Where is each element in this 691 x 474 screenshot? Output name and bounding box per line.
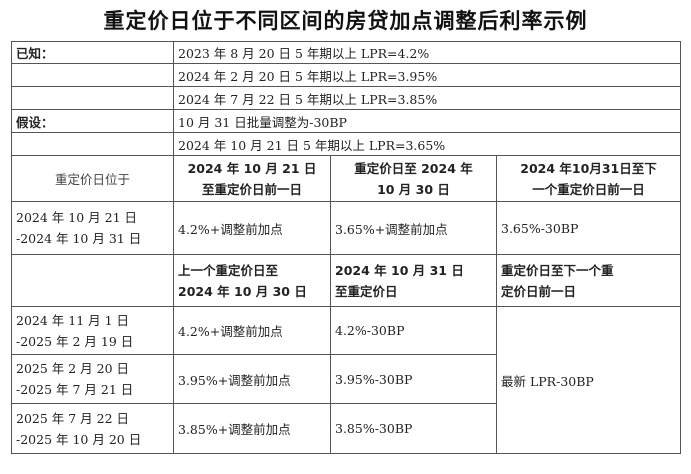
table2-merged-cell: 最新 LPR-30BP xyxy=(495,306,682,454)
table2-header-row: 上一个重定价日至 2024 年 10 月 30 日 2024 年 10 月 31… xyxy=(11,254,682,307)
assume-label: 假设： xyxy=(11,109,174,133)
table2-period-cell-1: 2024 年 11 月 1 日 -2025 年 2 月 19 日 xyxy=(11,306,174,355)
known-row-2: 2024 年 2 月 20 日 5 年期以上 LPR=3.95% xyxy=(11,63,682,87)
assume-row-1: 假设： 10 月 31 日批量调整为-30BP xyxy=(11,109,682,133)
document-title: 重定价日位于不同区间的房贷加点调整后利率示例 xyxy=(103,9,588,33)
known-label: 已知： xyxy=(11,41,174,64)
known-row-1: 已知： 2023 年 8 月 20 日 5 年期以上 LPR=4.2% xyxy=(11,41,682,64)
table2-row1-cell-1: 4.2%+调整前加点 xyxy=(173,306,331,355)
table1-header-col3: 2024 年10月31日至下 一个重定价日前一日 xyxy=(495,155,682,202)
table1-cell-1: 4.2%+调整前加点 xyxy=(173,201,331,255)
table2-header-col2: 2024 年 10 月 31 日 至重定价日 xyxy=(330,254,497,307)
table1-header-row: 重定价日位于 2024 年 10 月 21 日 至重定价日前一日 重定价日至 2… xyxy=(11,155,682,202)
known-line-1: 2023 年 8 月 20 日 5 年期以上 LPR=4.2% xyxy=(172,41,682,64)
table2-header-col3: 重定价日至下一个重 定价日前一日 xyxy=(495,254,682,307)
known-line-2: 2024 年 2 月 20 日 5 年期以上 LPR=3.95% xyxy=(172,63,682,87)
table1-data-row: 2024 年 10 月 21 日 -2024 年 10 月 31 日 4.2%+… xyxy=(11,201,682,255)
table2-row3-cell-1: 3.85%+调整前加点 xyxy=(173,403,331,454)
known-line-3: 2024 年 7 月 22 日 5 年期以上 LPR=3.85% xyxy=(172,86,682,110)
table2-row1-cell-2: 4.2%-30BP xyxy=(330,306,497,355)
assume-row-2: 2024 年 10 月 21 日 5 年期以上 LPR=3.65% xyxy=(11,132,682,156)
known-row-3: 2024 年 7 月 22 日 5 年期以上 LPR=3.85% xyxy=(11,86,682,110)
table1-cell-3: 3.65%-30BP xyxy=(495,201,682,255)
table2-row-1: 2024 年 11 月 1 日 -2025 年 2 月 19 日 4.2%+调整… xyxy=(11,306,682,454)
assume-line-2: 2024 年 10 月 21 日 5 年期以上 LPR=3.65% xyxy=(172,132,682,156)
assume-line-1: 10 月 31 日批量调整为-30BP xyxy=(172,109,682,133)
table1-header-col2: 重定价日至 2024 年 10 月 30 日 xyxy=(330,155,497,202)
table2-row3-cell-2: 3.85%-30BP xyxy=(330,403,497,454)
table2-row-2: 2025 年 2 月 20 日 -2025 年 7 月 21 日 3.95%+调… xyxy=(11,354,681,404)
table2-header-col1: 上一个重定价日至 2024 年 10 月 30 日 xyxy=(173,254,331,307)
table2-period-cell-2: 2025 年 2 月 20 日 -2025 年 7 月 21 日 xyxy=(11,354,174,404)
table1-period-cell: 2024 年 10 月 21 日 -2024 年 10 月 31 日 xyxy=(11,201,174,255)
rate-example-table: 已知： 2023 年 8 月 20 日 5 年期以上 LPR=4.2% 2024… xyxy=(11,41,682,454)
table2-row2-cell-2: 3.95%-30BP xyxy=(330,354,497,404)
table1-cell-2: 3.65%+调整前加点 xyxy=(330,201,497,255)
table1-header-period: 重定价日位于 xyxy=(11,155,174,202)
table1-header-col1: 2024 年 10 月 21 日 至重定价日前一日 xyxy=(173,155,331,202)
table2-period-cell-3: 2025 年 7 月 22 日 -2025 年 10 月 20 日 xyxy=(11,403,174,454)
table2-row2-cell-1: 3.95%+调整前加点 xyxy=(173,354,331,404)
table2-row-3: 2025 年 7 月 22 日 -2025 年 10 月 20 日 3.85%+… xyxy=(11,403,681,454)
